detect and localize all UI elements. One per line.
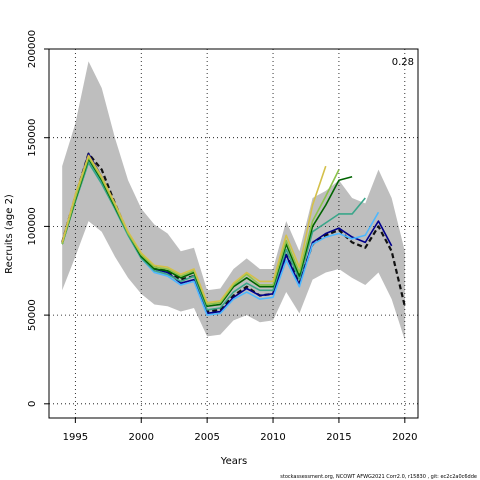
x-tick-label-1995: 1995 — [63, 432, 88, 443]
y-tick-label-50000: 50000 — [27, 299, 38, 331]
series-line-7 — [61, 154, 327, 304]
tick-layer: 1995 2000 2005 2010 2015 2020 0 50000 100000 1500… — [27, 30, 418, 443]
y-axis-title: Recruits (age 2) — [4, 194, 15, 274]
y-tick-label-150000: 150000 — [27, 119, 38, 157]
series-line-4 — [61, 161, 366, 311]
annotation-value: 0.28 — [392, 57, 414, 68]
x-tick-label-2000: 2000 — [129, 432, 154, 443]
x-tick-label-2010: 2010 — [260, 432, 285, 443]
x-tick-label-2020: 2020 — [392, 432, 417, 443]
footer-text: stockassessment.org, NCOWT AFWG2021 Corr… — [280, 474, 477, 480]
confidence-band — [62, 61, 405, 340]
y-tick-label-100000: 100000 — [27, 207, 38, 245]
plot-frame — [48, 48, 419, 419]
confidence-band-layer — [62, 61, 405, 340]
y-tick-label-0: 0 — [27, 401, 38, 407]
x-tick-label-2005: 2005 — [194, 432, 219, 443]
series-layer — [61, 152, 406, 316]
x-axis-title: Years — [220, 456, 247, 467]
x-tick-label-2015: 2015 — [326, 432, 351, 443]
y-tick-label-200000: 200000 — [27, 30, 38, 68]
